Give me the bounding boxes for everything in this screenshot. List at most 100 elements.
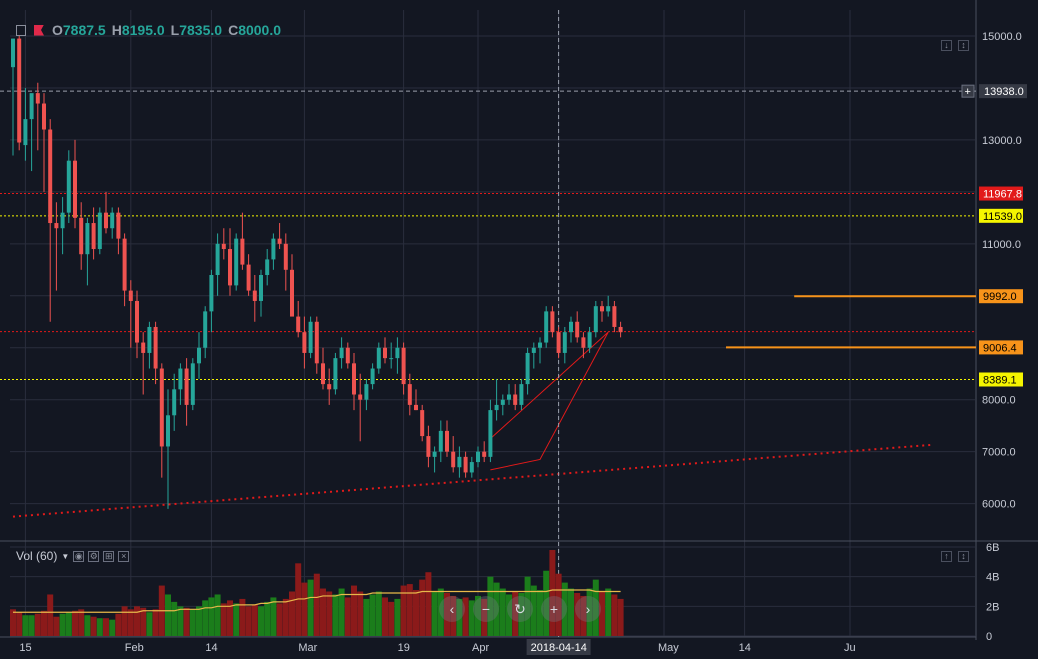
candle: [116, 212, 121, 239]
volume-bar: [400, 585, 407, 636]
volume-bar: [270, 597, 277, 636]
candle: [79, 217, 84, 255]
volume-bar: [574, 592, 581, 636]
flag-icon[interactable]: [34, 24, 44, 36]
high-value: 8195.0: [121, 22, 165, 38]
pane-maximize-icon[interactable]: ↕: [958, 551, 969, 562]
candle: [91, 223, 96, 250]
candle: [407, 384, 412, 405]
time-tick-label: Apr: [472, 642, 489, 654]
candle: [308, 321, 313, 353]
candle: [321, 363, 325, 385]
volume-title[interactable]: Vol (60): [16, 549, 58, 563]
volume-bar: [617, 598, 624, 636]
scroll-left-button[interactable]: ‹: [439, 596, 465, 622]
volume-bar: [115, 613, 122, 636]
price-tag: 9006.4: [983, 342, 1017, 354]
volume-bar: [605, 588, 612, 636]
high-label: H: [111, 22, 122, 38]
volume-bar: [555, 573, 562, 636]
volume-bar: [450, 595, 457, 636]
candle: [420, 410, 425, 437]
volume-bar: [109, 619, 116, 636]
volume-bar: [419, 579, 426, 636]
volume-bar: [431, 591, 438, 636]
price-tick-label: 11000.0: [982, 239, 1021, 251]
pane-maximize-icon[interactable]: ↕: [958, 40, 969, 51]
time-tick-label: Ju: [844, 642, 856, 654]
candle: [23, 119, 28, 146]
candle: [215, 243, 220, 275]
volume-bar: [537, 590, 543, 636]
zoom-in-button[interactable]: +: [541, 596, 567, 622]
candle: [376, 347, 381, 369]
volume-bar: [72, 610, 78, 636]
candle: [432, 451, 437, 457]
candle: [519, 384, 524, 405]
menu-icon[interactable]: [16, 24, 26, 36]
pane-down-icon[interactable]: ↓: [941, 40, 952, 51]
volume-bar: [481, 598, 488, 636]
ohlc-legend: O7887.5 H8195.0 L7835.0 C8000.0: [16, 22, 281, 38]
candle: [197, 347, 201, 364]
low-label: L: [170, 22, 180, 38]
price-tag-bg: [979, 186, 1023, 201]
open-label: O: [52, 22, 63, 38]
candle: [370, 368, 375, 385]
price-tag-bg: [979, 289, 1023, 304]
low-value: 7835.0: [179, 22, 223, 38]
source-icon[interactable]: ⊞: [103, 550, 115, 562]
eye-icon[interactable]: ◉: [73, 550, 85, 562]
volume-legend: Vol (60) ▼ ◉ ⚙ ⊞ ×: [16, 549, 130, 563]
volume-bar: [320, 588, 326, 636]
candle: [128, 290, 133, 301]
candle: [476, 451, 480, 463]
time-tick-label: May: [658, 642, 679, 654]
volume-bar: [78, 609, 85, 636]
wedge-drawing: [490, 331, 609, 471]
candle: [531, 347, 536, 353]
candle: [29, 93, 34, 120]
crosshair-date-label: 2018-04-14: [531, 642, 587, 654]
volume-bar: [183, 607, 190, 636]
volume-tick-label: 2B: [986, 601, 999, 613]
candle: [271, 238, 276, 260]
candle: [438, 430, 443, 452]
scroll-right-button[interactable]: ›: [575, 596, 601, 622]
volume-bar: [264, 601, 271, 636]
time-tick-label: 14: [205, 642, 217, 654]
volume-bar: [456, 598, 463, 636]
time-tick-label: 19: [398, 642, 410, 654]
price-tag: 11967.8: [983, 189, 1022, 201]
settings-icon[interactable]: ⚙: [88, 550, 100, 562]
candle: [562, 332, 567, 353]
candle: [240, 238, 245, 265]
zoom-out-button[interactable]: −: [473, 596, 499, 622]
volume-bar: [53, 616, 60, 636]
chevron-down-icon[interactable]: ▼: [61, 551, 70, 561]
volume-bar: [580, 595, 587, 636]
close-icon[interactable]: ×: [118, 550, 130, 562]
price-tag: 11539.0: [983, 211, 1022, 223]
pane-up-icon[interactable]: ↑: [941, 551, 952, 562]
time-tick-label: Mar: [298, 642, 317, 654]
candle: [339, 347, 344, 359]
volume-bar: [406, 584, 413, 636]
candle: [538, 342, 542, 348]
volume-bar: [90, 616, 97, 636]
volume-bar: [462, 597, 469, 636]
volume-bar: [214, 594, 221, 636]
crosshair-date-bg: [526, 639, 591, 655]
volume-bar: [177, 606, 184, 636]
volume-bar: [437, 588, 444, 636]
candle: [414, 404, 418, 411]
volume-bar: [220, 603, 227, 636]
candle: [612, 306, 617, 327]
volume-bar: [599, 591, 605, 636]
candle: [500, 399, 505, 405]
price-tick-label: 8000.0: [982, 395, 1016, 407]
candle: [209, 275, 214, 312]
reset-button[interactable]: ↻: [507, 596, 533, 622]
candle: [544, 311, 549, 343]
